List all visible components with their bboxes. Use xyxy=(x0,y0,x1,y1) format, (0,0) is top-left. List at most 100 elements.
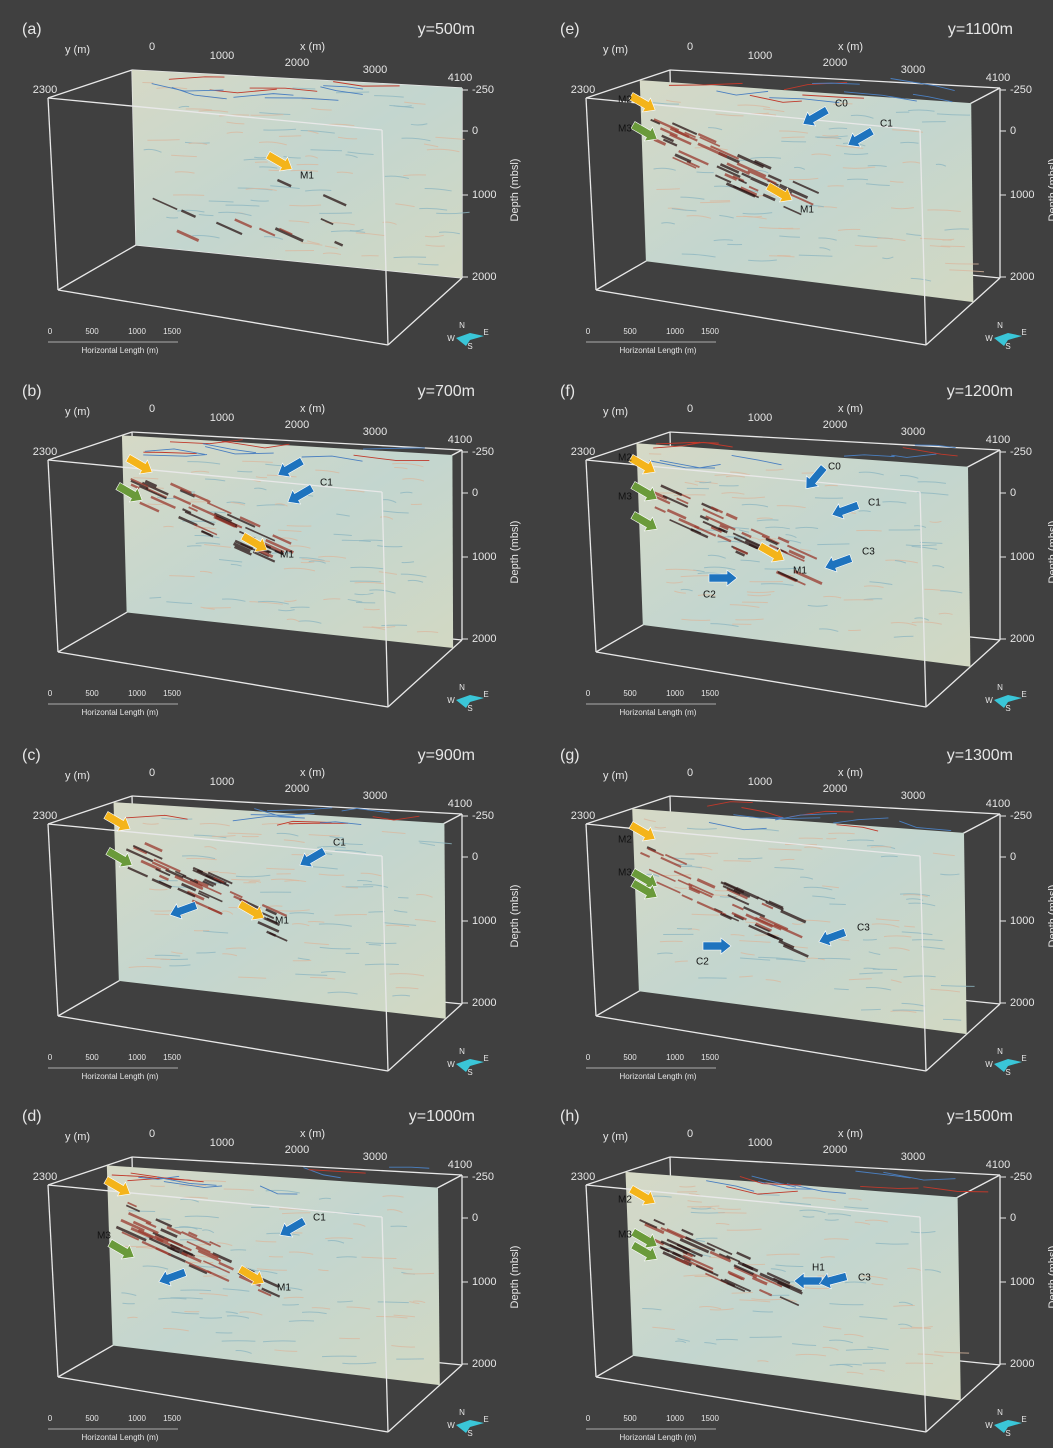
depth-tick-label: 1000 xyxy=(1010,915,1034,927)
x-axis-label: x (m) xyxy=(838,767,863,779)
reflector xyxy=(765,537,779,546)
seismic-texture xyxy=(888,947,910,952)
x-tick-label: 3000 xyxy=(363,790,387,802)
seismic-texture xyxy=(812,895,836,900)
seismic-texture xyxy=(286,618,300,623)
depth-label: Depth (mbsl) xyxy=(1047,521,1053,584)
surface-trace xyxy=(389,1166,430,1169)
seismic-texture xyxy=(226,121,245,125)
seismic-texture xyxy=(208,200,234,203)
box-edge xyxy=(381,855,389,1072)
surface-trace xyxy=(860,1185,919,1189)
seismic-texture xyxy=(751,1298,783,1301)
x-tick-label: 0 xyxy=(687,1128,693,1140)
seismic-texture xyxy=(329,835,344,839)
seismic-texture xyxy=(202,1229,215,1234)
seismic-texture xyxy=(171,1311,199,1315)
seismic-texture xyxy=(756,517,773,520)
seismic-texture xyxy=(256,1268,287,1271)
annotation-arrow xyxy=(103,811,131,832)
surface-trace xyxy=(716,90,769,96)
seismic-texture xyxy=(346,1306,371,1310)
compass-letter: E xyxy=(1021,1415,1026,1424)
surface-trace xyxy=(111,1174,160,1180)
seismic-texture xyxy=(738,529,750,533)
seismic-texture xyxy=(185,108,213,111)
seismic-texture xyxy=(186,857,217,861)
annotation-label: M1 xyxy=(800,205,814,216)
seismic-texture xyxy=(394,466,408,470)
seismic-texture xyxy=(845,1348,874,1351)
seismic-texture xyxy=(338,842,363,845)
seismic-texture xyxy=(380,516,394,520)
seismic-texture xyxy=(171,154,197,158)
scale-tick-label: 1500 xyxy=(163,327,181,336)
seismic-texture xyxy=(179,1226,198,1230)
seismic-texture xyxy=(311,1307,331,1310)
x-axis-label: x (m) xyxy=(838,41,863,53)
reflector xyxy=(783,205,802,216)
depth-tick-label: 1000 xyxy=(472,915,496,927)
reflector xyxy=(660,484,683,497)
box-edge xyxy=(381,1216,389,1433)
seismic-texture xyxy=(283,1296,304,1299)
seismic-texture xyxy=(311,107,332,111)
seismic-texture xyxy=(820,1256,835,1259)
depth-tick-label: 1000 xyxy=(1010,189,1034,201)
reflector xyxy=(793,569,823,585)
panel: M2 M3 C3 C2 (g) y=1300m y (m) x (m) 0 1000 2000 300… xyxy=(560,747,1053,1081)
seismic-texture xyxy=(871,923,900,928)
reflector xyxy=(725,182,756,198)
seismic-texture xyxy=(199,570,213,574)
reflector xyxy=(777,1281,803,1295)
depth-tick-label: 0 xyxy=(1010,487,1016,499)
seismic-texture xyxy=(694,147,728,151)
annotation-arrow xyxy=(802,106,830,127)
x-axis-label: x (m) xyxy=(300,403,325,415)
panel-title: y=1200m xyxy=(947,383,1013,400)
x-axis-label: x (m) xyxy=(300,767,325,779)
annotation-arrow xyxy=(265,151,293,172)
seismic-texture xyxy=(774,867,804,870)
reflector xyxy=(660,1240,688,1255)
seismic-texture xyxy=(938,612,953,615)
seismic-texture xyxy=(318,1269,329,1272)
seismic-texture xyxy=(683,1274,714,1277)
seismic-texture xyxy=(184,1215,219,1219)
reflector xyxy=(155,1218,173,1228)
y-axis-label: y (m) xyxy=(65,1131,90,1143)
seismic-texture xyxy=(699,1306,722,1310)
reflector xyxy=(170,482,192,495)
reflector xyxy=(678,517,700,530)
reflector xyxy=(154,1234,170,1243)
seismic-texture xyxy=(846,1371,864,1375)
seismic-texture xyxy=(811,153,832,156)
panel: M2 M3 H1 C3 (h) y=1500m y (m) x (m) 0 1000 2000 300… xyxy=(560,1108,1053,1442)
reflector xyxy=(229,890,243,899)
y-tick-label: 2300 xyxy=(571,1171,595,1183)
seismic-texture xyxy=(392,462,424,468)
seismic-texture xyxy=(363,608,380,611)
annotation-arrow xyxy=(847,127,875,148)
reflector xyxy=(676,497,689,505)
seismic-texture xyxy=(319,212,352,214)
seismic-texture xyxy=(235,874,271,878)
seismic-texture xyxy=(389,973,425,977)
reflector xyxy=(736,1251,752,1260)
scale-tick-label: 1000 xyxy=(666,327,684,336)
reflector xyxy=(121,1231,140,1241)
reflector xyxy=(158,880,172,888)
surface-trace xyxy=(151,83,224,92)
depth-tick-label: 2000 xyxy=(1010,633,1034,645)
reflector xyxy=(233,545,252,556)
reflector xyxy=(719,163,740,174)
surface-trace xyxy=(706,1180,755,1192)
seismic-texture xyxy=(402,478,425,482)
seismic-texture xyxy=(270,185,300,190)
y-axis-label: y (m) xyxy=(603,44,628,56)
seismic-texture xyxy=(149,596,162,599)
seismic-texture xyxy=(195,542,221,545)
seismic-texture xyxy=(929,245,951,248)
seismic-texture xyxy=(730,934,745,937)
seismic-texture xyxy=(739,1299,771,1303)
